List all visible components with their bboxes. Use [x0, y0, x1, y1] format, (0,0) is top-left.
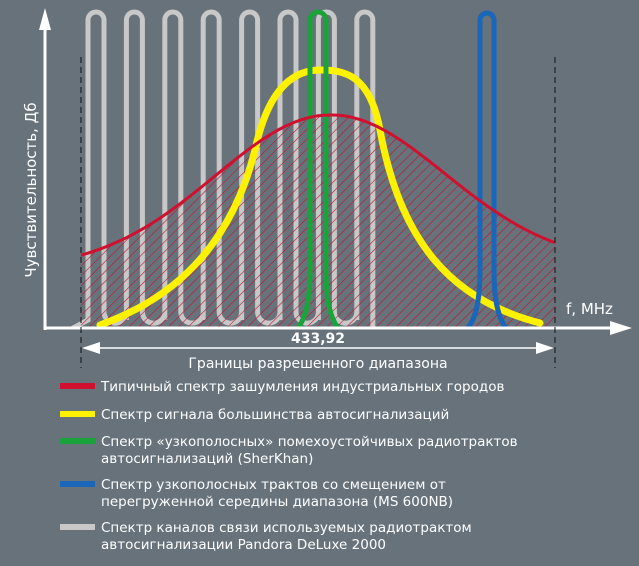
- industrial-noise-series: [80, 113, 556, 257]
- legend-label: Спектр «узкополосных» помехоустойчивых р…: [101, 434, 518, 450]
- legend-item: Спектр сигнала большинства автосигнализа…: [60, 407, 449, 423]
- legend-label: Спектр узкополосных трактов со смещением…: [101, 477, 446, 493]
- sherkhan-series: [295, 9, 341, 327]
- center-frequency-label: 433,92: [291, 331, 345, 347]
- range-arrow-left: [82, 342, 100, 354]
- legend-label: Спектр каналов связи используемых радиот…: [101, 520, 472, 536]
- legend-label: перегруженной середины диапазона (MS 600…: [101, 494, 453, 510]
- legend-label: автосигнализации Pandora DeLuxe 2000: [101, 537, 386, 553]
- car-alarm-signal-series: [96, 66, 544, 327]
- range-arrow-right: [536, 342, 554, 354]
- legend-label: автосигнализаций (SherKhan): [101, 451, 313, 467]
- legend-item: Типичный спектр зашумления индустриальны…: [60, 379, 504, 395]
- legend-item: Спектр узкополосных трактов со смещением…: [60, 477, 453, 510]
- x-axis-arrow: [610, 321, 632, 335]
- legend-item: Спектр каналов связи используемых радиот…: [60, 520, 472, 553]
- y-axis-arrow: [39, 8, 51, 30]
- ms600nb-series: [465, 10, 509, 327]
- y-axis-label: Чувствительность, Дб: [22, 102, 40, 277]
- legend: Типичный спектр зашумления индустриальны…: [60, 379, 518, 553]
- legend-label: Типичный спектр зашумления индустриальны…: [100, 379, 504, 395]
- x-axis-label: f, MHz: [566, 300, 613, 318]
- legend-item: Спектр «узкополосных» помехоустойчивых р…: [60, 434, 518, 467]
- legend-label: Спектр сигнала большинства автосигнализа…: [101, 407, 449, 423]
- range-label: Границы разрешенного диапазона: [188, 356, 447, 372]
